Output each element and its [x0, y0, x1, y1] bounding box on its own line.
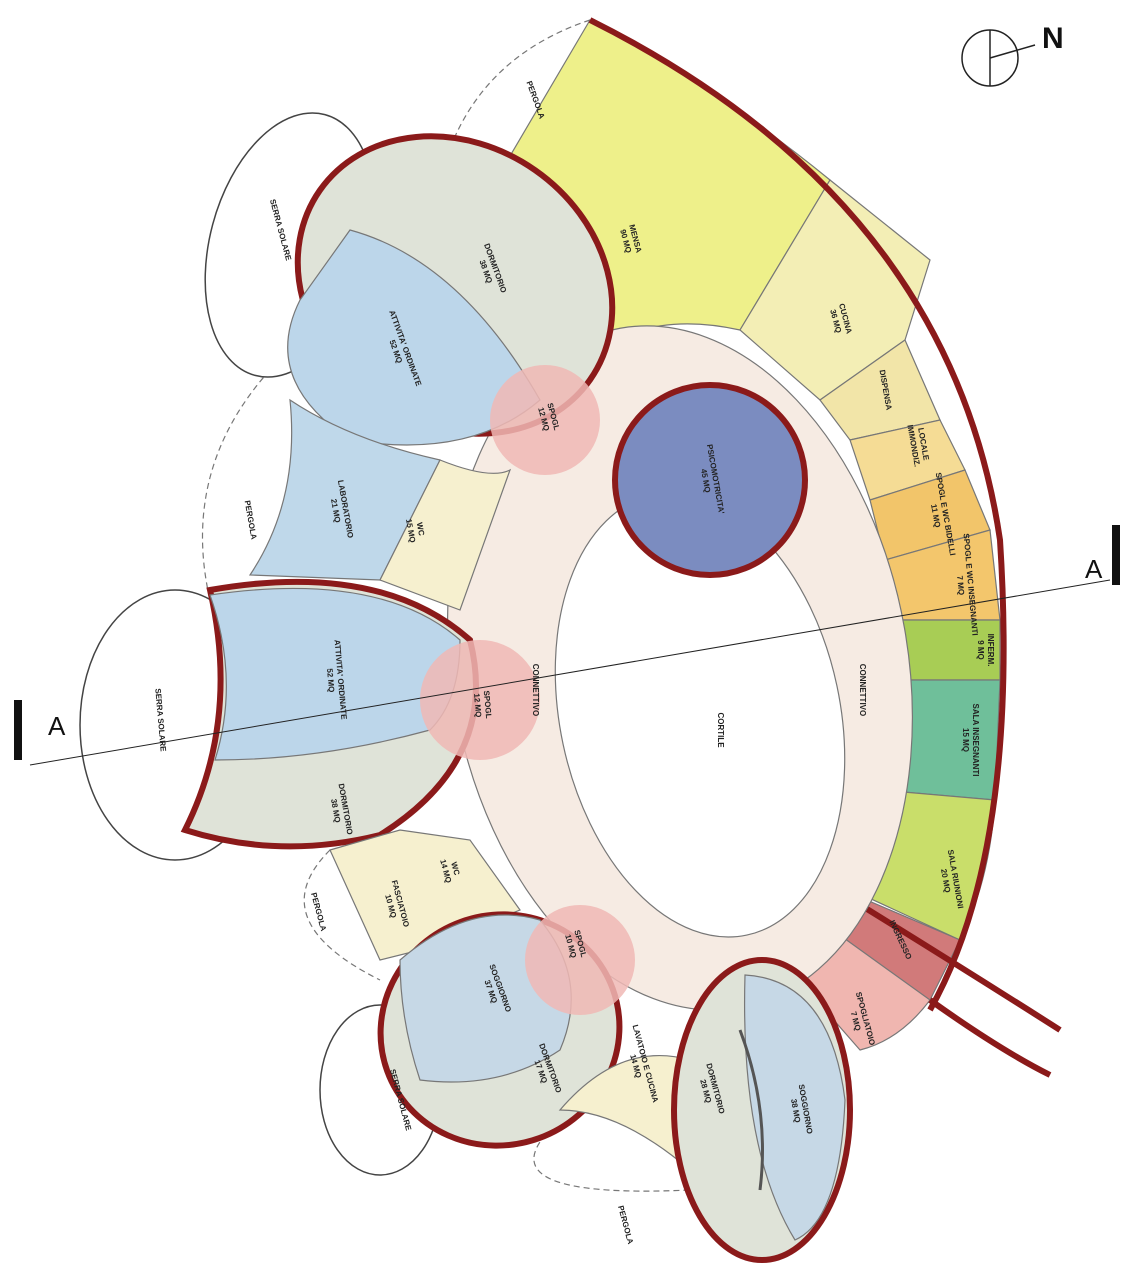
room-name: INFERM. [986, 634, 995, 667]
room-area: 7 MQ [955, 575, 966, 595]
room-label: PERGOLA [616, 1205, 635, 1246]
room-spogl [525, 905, 635, 1015]
section-label: A [48, 711, 66, 741]
room-name: SALA INSEGNANTI [971, 703, 980, 776]
compass-line [990, 45, 1035, 58]
room-label: CONNETTIVO [531, 664, 540, 716]
room-label: SPOGL12 MQ [472, 690, 493, 720]
room-label: PERGOLA [243, 500, 259, 541]
room-label: CORTILE [716, 712, 725, 748]
room-name: CONNETTIVO [531, 664, 540, 716]
compass-north: N [1042, 22, 1064, 55]
floor-plan: A A N PERGOLASERRA SOLAREDORMITORIO38 MQ… [0, 0, 1126, 1272]
plan-shapes [14, 20, 1120, 1260]
room-name: CORTILE [716, 712, 725, 748]
room-name: PERGOLA [243, 500, 259, 541]
room-area: 9 MQ [976, 640, 985, 660]
room-area: 15 MQ [961, 728, 970, 752]
section-marker [1112, 525, 1120, 585]
section-label: A [1085, 554, 1103, 584]
room-name: PERGOLA [616, 1205, 635, 1246]
section-marker [14, 700, 22, 760]
room-name: CONNETTIVO [858, 664, 867, 716]
room-label: CONNETTIVO [858, 664, 867, 716]
